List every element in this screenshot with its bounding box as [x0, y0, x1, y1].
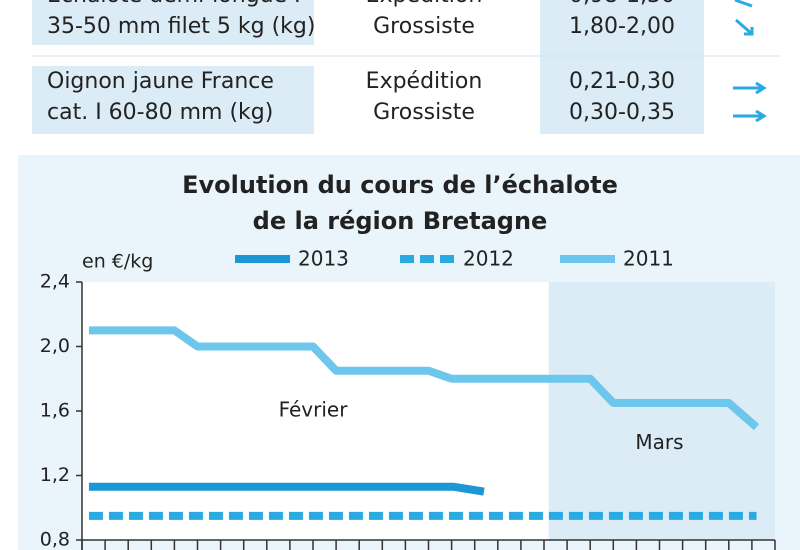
- annotation: Février: [279, 398, 349, 422]
- y-tick-label: 2,4: [40, 271, 70, 293]
- product: 35-50 mm filet 5 kg (kg): [47, 14, 315, 39]
- product: Échalote demi-longue I: [47, 0, 301, 8]
- stage: Grossiste: [373, 100, 475, 125]
- y-axis-label: en €/kg: [82, 251, 153, 273]
- legend-label: 2011: [623, 247, 674, 271]
- trend-arrow: [734, 0, 753, 8]
- stage: Grossiste: [373, 14, 475, 39]
- product: cat. I 60-80 mm (kg): [47, 100, 273, 125]
- cell-bg: [32, 0, 314, 45]
- price: 1,80-2,00: [569, 14, 675, 39]
- annotation: Mars: [635, 430, 683, 454]
- trend-arrow: [735, 18, 754, 36]
- chart-title: de la région Bretagne: [253, 207, 548, 235]
- y-tick-label: 2,0: [40, 335, 70, 357]
- y-tick-label: 1,2: [40, 464, 70, 486]
- price: 0,98-1,30: [569, 0, 675, 8]
- trend-arrow: [733, 81, 767, 95]
- trend-arrow: [733, 109, 767, 123]
- series-line: [88, 326, 760, 431]
- y-tick-label: 1,6: [40, 400, 70, 422]
- stage: Expédition: [366, 0, 483, 8]
- legend-label: 2012: [463, 247, 514, 271]
- cell-bg: [540, 0, 704, 134]
- legend-label: 2013: [298, 247, 349, 271]
- stage: Expédition: [366, 69, 483, 94]
- y-tick-label: 0,8: [40, 529, 70, 550]
- product: Oignon jaune France: [47, 69, 274, 94]
- cell-bg: [32, 66, 314, 134]
- price: 0,30-0,35: [569, 100, 675, 125]
- price: 0,21-0,30: [569, 69, 675, 94]
- series-line: [88, 482, 485, 496]
- chart-title: Evolution du cours de l’échalote: [182, 171, 618, 199]
